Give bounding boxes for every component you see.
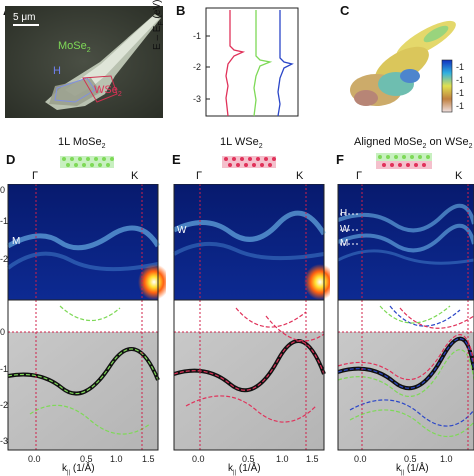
label-wse2-sub: 2 [117,91,122,99]
panel-b-edc-plot: -1 -2 -3 [193,7,299,117]
xaxis-label-e: k|| (1/Å) [228,463,261,476]
panel-letter-b: B [176,3,186,18]
panel-d-xtick-1: 0.5 [80,454,93,464]
panel-b-ytick-1: -1 [193,31,201,41]
panel-f-band-label-m: M [340,238,349,249]
panel-b-ylabel-unit: (eV) [152,0,163,22]
colorbar-tick-2: -1 [456,75,464,85]
panel-e-xtick-1: 0.5 [242,454,255,464]
panel-letter-d: D [6,152,16,167]
panel-d-ytick-bot-1: -1 [0,364,8,374]
panel-d-gamma-label: Γ [32,170,39,182]
panel-f-lattice-icon [376,153,432,169]
panel-c-spatial-map: -1 -1 -1 -1 [350,20,464,113]
panel-b-ylabel: E – EF (eV) [152,0,165,50]
panel-f-arpes: 0.0 0.5 1.0 [337,184,474,464]
panel-f-title: Aligned MoSe2 on WSe2 [354,136,473,150]
panel-d-title-sub: 2 [101,143,106,151]
panel-d-title: 1L MoSe2 [58,136,106,150]
panel-f-k-label: K [455,170,463,182]
panel-f-band-label-w: W [340,224,350,235]
xaxis-label-f: k|| (1/Å) [396,463,429,476]
panel-d-k-label: K [131,170,139,182]
panel-f-xtick-2: 1.0 [440,454,453,464]
panel-b-ylabel-main: E – E [152,25,163,50]
xaxis-label-d-unit: (1/Å) [70,463,95,474]
panel-e-title-main: 1L WSe [220,136,259,148]
colorbar-tick-3: -1 [456,88,464,98]
panel-d-arpes: 0 -1 -2 0 -1 -2 -3 0.0 0.5 1.0 1.5 [0,184,166,464]
panel-f-xtick-1: 0.5 [404,454,417,464]
panel-d-xtick-2: 1.0 [110,454,123,464]
panel-b-ytick-2: -2 [193,62,201,72]
panel-e-gamma-label: Γ [196,170,203,182]
panel-b-ylabel-sub: F [158,21,165,26]
panel-e-arpes: 0.0 0.5 1.0 1.5 [172,184,330,464]
label-wse2: WSe2 [94,84,122,98]
label-h: H [53,65,61,77]
panel-a-micrograph [5,6,163,118]
panel-d-ytick-top-2: -2 [0,254,8,264]
panel-e-title: 1L WSe2 [220,136,263,150]
panel-d-ytick-top-1: -1 [0,216,8,226]
xaxis-label-f-sub: || [401,470,405,476]
xaxis-label-f-main: k [396,463,401,474]
panel-e-k-label: K [296,170,304,182]
panel-d-ytick-top-0: 0 [0,185,5,195]
panel-e-xtick-3: 1.5 [306,454,319,464]
panel-e-band-label: W [177,225,187,236]
label-mose2-sub: 2 [86,47,91,55]
panel-f-band-label-h: H [340,208,348,219]
panel-d-title-main: 1L MoSe [58,136,102,148]
panel-letter-e: E [172,152,181,167]
panel-d-ytick-bot-2: -2 [0,400,8,410]
label-wse2-text: WSe [94,84,118,96]
panel-d-band-label: M [12,236,21,247]
xaxis-label-e-unit: (1/Å) [236,463,261,474]
panel-d-xtick-0: 0.0 [28,454,41,464]
panel-f-title-sub: 2 [422,143,427,151]
scale-bar-label: 5 μm [13,12,36,23]
panel-d-lattice-icon [60,156,114,168]
panel-letter-f: F [336,152,344,167]
panel-f-title-rest: on WSe [426,136,469,148]
panel-letter-c: C [340,3,350,18]
label-mose2-text: MoSe [58,40,87,52]
xaxis-label-e-sub: || [233,470,237,476]
xaxis-label-d-main: k [62,463,67,474]
panel-d-ytick-bot-3: -3 [0,436,8,446]
colorbar-tick-1: -1 [456,62,464,72]
panel-e-xtick-0: 0.0 [192,454,205,464]
panel-f-title-main: Aligned MoSe [354,136,423,148]
panel-f-title-sub2: 2 [468,143,473,151]
colorbar-tick-4: -1 [456,101,464,111]
panel-f-gamma-label: Γ [356,170,363,182]
xaxis-label-f-unit: (1/Å) [404,463,429,474]
panel-d-xtick-3: 1.5 [142,454,155,464]
panel-d-ytick-bot-0: 0 [0,327,5,337]
panel-e-lattice-icon [222,156,276,168]
panel-f-xtick-0: 0.0 [354,454,367,464]
panel-b-ytick-3: -3 [193,94,201,104]
xaxis-label-e-main: k [228,463,233,474]
panel-e-xtick-2: 1.0 [276,454,289,464]
xaxis-label-d: k|| (1/Å) [62,463,95,476]
label-mose2: MoSe2 [58,40,91,54]
xaxis-label-d-sub: || [67,470,71,476]
panel-e-title-sub: 2 [258,143,263,151]
